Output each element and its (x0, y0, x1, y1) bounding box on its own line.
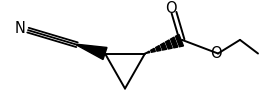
Polygon shape (77, 44, 107, 60)
Polygon shape (146, 51, 150, 53)
Polygon shape (166, 40, 172, 49)
Text: O: O (210, 46, 222, 61)
Polygon shape (156, 46, 161, 51)
Text: O: O (165, 1, 177, 16)
Text: N: N (15, 21, 25, 36)
Polygon shape (176, 34, 184, 47)
Polygon shape (171, 37, 178, 48)
Polygon shape (151, 48, 155, 52)
Polygon shape (161, 43, 167, 50)
